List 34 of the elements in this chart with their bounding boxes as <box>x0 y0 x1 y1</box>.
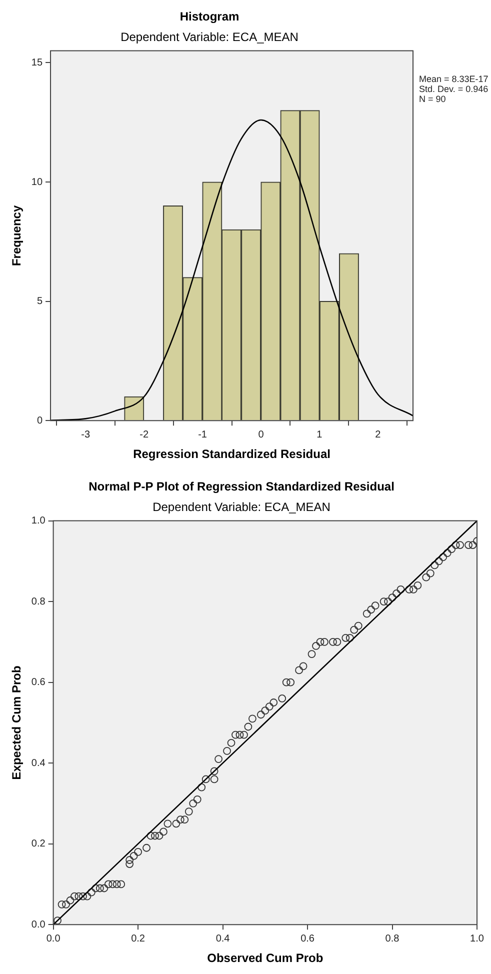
y-tick-label: 0.8 <box>31 596 46 608</box>
y-axis-title: Frequency <box>10 205 24 266</box>
y-tick-label: 10 <box>31 176 43 188</box>
y-tick-label: 0.0 <box>31 919 46 930</box>
y-tick-label: 0.4 <box>31 758 46 769</box>
x-tick-label: 0.6 <box>300 933 315 944</box>
x-tick-label: -1 <box>198 429 208 440</box>
x-tick-label: 1 <box>316 429 323 440</box>
chart-title: Histogram <box>180 10 240 24</box>
x-axis-title: Observed Cum Prob <box>207 951 324 966</box>
y-axis-title: Expected Cum Prob <box>10 666 24 780</box>
x-axis-title: Regression Standardized Residual <box>133 447 330 462</box>
x-tick-label: -3 <box>81 429 90 440</box>
line-series <box>50 119 413 421</box>
chart-subtitle: Dependent Variable: ECA_MEAN <box>120 30 298 44</box>
x-tick-label: 0 <box>258 429 264 440</box>
y-tick-label: 0.2 <box>31 838 46 850</box>
y-tick-label: 1.0 <box>31 516 46 527</box>
x-tick-label: 1.0 <box>470 933 484 944</box>
y-tick-label: 0.6 <box>31 677 46 688</box>
text: Mean = 8.33E-17 <box>419 74 488 84</box>
text: N = 90 <box>419 94 446 104</box>
text: Std. Dev. = 0.946 <box>419 84 488 94</box>
y-tick-label: 5 <box>36 296 43 308</box>
x-tick-label: 0.8 <box>385 933 400 944</box>
x-tick-label: 0.4 <box>216 933 230 944</box>
x-tick-label: 0.0 <box>46 933 61 944</box>
chart-title: Normal P-P Plot of Regression Standardized Residual <box>88 480 394 494</box>
x-tick-label: 2 <box>375 429 382 440</box>
chart-subtitle: Dependent Variable: ECA_MEAN <box>152 500 330 514</box>
y-tick-label: 15 <box>31 57 43 68</box>
y-tick-label: 0 <box>36 415 43 426</box>
x-tick-label: -2 <box>140 429 149 440</box>
x-tick-label: 0.2 <box>131 933 146 944</box>
